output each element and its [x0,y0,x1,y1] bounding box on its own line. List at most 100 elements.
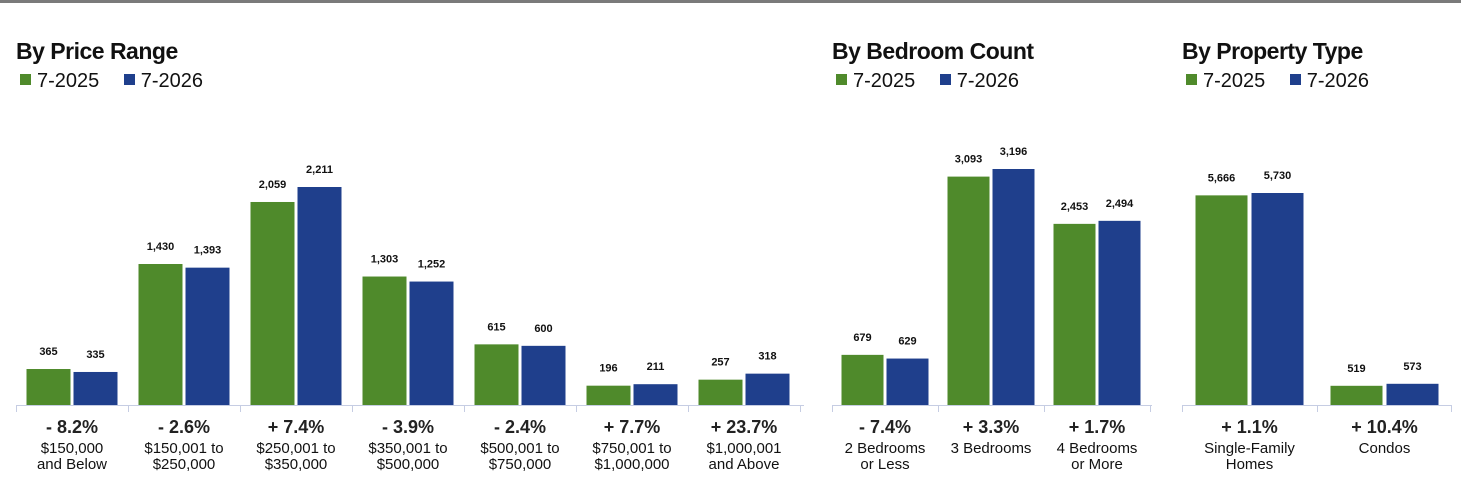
legend-item-2025: 7-2025 [836,70,915,93]
bar-7-2026 [1098,220,1141,405]
bar-7-2025 [26,369,71,405]
category-label: $750,000 [489,456,552,473]
bedroom-count-panel: By Bedroom Count 7-2025 7-2026 679 629 - 7… [832,0,1152,494]
legend-swatch-2026 [123,74,135,85]
category-label: 3 Bedrooms [951,440,1032,457]
legend-swatch-2026 [1289,74,1301,85]
legend-label-2026: 7-2026 [956,70,1020,92]
bar-7-2025 [586,385,631,405]
price-range-title: By Price Range [16,38,178,64]
category-label: $500,001 to [480,440,559,457]
value-label: 3,093 [955,154,983,166]
bar-7-2025 [250,201,295,405]
category-label: $350,001 to [368,440,447,457]
price-range-legend: 7-2025 7-2026 [20,70,223,92]
bar-7-2026 [521,345,566,405]
value-label: 1,252 [418,259,446,271]
percent-change-label: + 1.7% [1069,417,1126,437]
category-label: and Above [709,456,780,473]
legend-label-2025: 7-2025 [37,70,100,92]
value-label: 318 [758,351,776,363]
percent-change-label: + 1.1% [1221,417,1278,437]
category-label: $350,000 [265,456,328,473]
value-label: 573 [1403,361,1421,373]
value-label: 2,211 [306,164,333,176]
value-label: 629 [898,336,916,348]
bar-7-2025 [474,344,519,405]
legend-label-2026: 7-2026 [140,70,204,92]
percent-change-label: + 7.4% [268,417,325,437]
category-label: $1,000,000 [594,456,669,473]
bar-7-2026 [633,384,678,405]
category-label: Homes [1226,456,1274,473]
value-label: 519 [1347,363,1365,375]
bar-7-2025 [841,354,884,405]
legend-item-2026: 7-2026 [939,70,1020,93]
legend-swatch-2025 [836,74,847,85]
bar-7-2026 [73,371,118,405]
legend-label-2026: 7-2026 [1306,70,1370,92]
value-label: 2,059 [259,179,287,191]
percent-change-label: - 2.4% [494,417,546,437]
legend-item-2026: 7-2026 [123,70,204,93]
legend-item-2025: 7-2025 [1186,70,1265,93]
category-label: $1,000,001 [706,440,781,457]
bar-7-2025 [1053,223,1096,405]
category-label: or Less [860,456,909,473]
value-label: 2,494 [1106,198,1134,210]
value-label: 257 [711,357,729,369]
bar-7-2025 [138,264,183,405]
value-label: 5,730 [1264,170,1292,182]
bar-7-2026 [1386,383,1439,405]
bar-7-2026 [409,281,454,405]
category-label: $250,000 [153,456,216,473]
bar-7-2026 [886,358,929,405]
bar-7-2025 [1195,195,1248,405]
category-label: Condos [1359,440,1411,457]
category-label: $500,000 [377,456,440,473]
bar-7-2026 [185,267,230,405]
value-label: 1,393 [194,245,222,257]
percent-change-label: - 3.9% [382,417,434,437]
legend-label-2025: 7-2025 [1203,70,1266,92]
percent-change-label: + 23.7% [711,417,778,437]
value-label: 211 [647,361,665,373]
percent-change-label: + 7.7% [604,417,661,437]
value-label: 1,303 [371,254,399,266]
percent-change-label: - 8.2% [46,417,98,437]
bedroom-count-title: By Bedroom Count [832,38,1034,64]
bar-7-2026 [297,187,342,405]
bar-7-2026 [1251,193,1304,405]
bar-7-2025 [362,276,407,405]
bar-7-2026 [992,169,1035,405]
bar-7-2025 [1330,385,1383,405]
category-label: and Below [37,456,107,473]
category-label: $150,000 [41,440,104,457]
value-label: 600 [534,323,552,335]
legend-swatch-2025 [1186,74,1197,85]
percent-change-label: - 7.4% [859,417,911,437]
legend-item-2026: 7-2026 [1289,70,1370,93]
percent-change-label: + 10.4% [1351,417,1418,437]
legend-swatch-2025 [20,74,31,85]
bar-7-2026 [745,373,790,405]
category-label: $750,001 to [592,440,671,457]
category-label: $250,001 to [256,440,335,457]
property-type-panel: By Property Type 7-2025 7-2026 5,666 5,73… [1182,0,1452,494]
value-label: 335 [86,349,104,361]
bar-7-2025 [698,379,743,405]
value-label: 2,453 [1061,201,1089,213]
value-label: 365 [39,346,57,358]
value-label: 3,196 [1000,146,1028,158]
category-label: 4 Bedrooms [1057,440,1138,457]
value-label: 1,430 [147,241,175,253]
top-divider [0,0,1461,3]
bedroom-count-legend: 7-2025 7-2026 [836,70,1039,92]
value-label: 679 [853,332,871,344]
category-label: or More [1071,456,1123,473]
property-type-legend: 7-2025 7-2026 [1186,70,1389,92]
category-label: Single-Family [1204,440,1295,457]
